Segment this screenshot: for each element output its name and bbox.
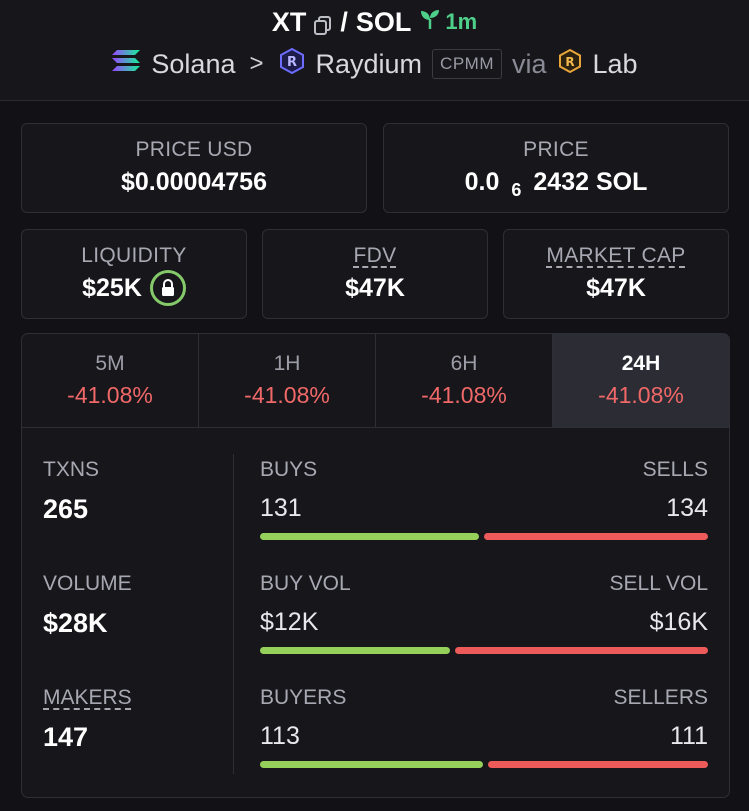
solana-icon [111, 49, 141, 80]
stats-divider [233, 454, 234, 774]
market-cap-card: MARKET CAP $47K [503, 229, 729, 319]
quote-symbol: SOL [355, 6, 412, 37]
buy-vol-label: BUY VOL [260, 572, 351, 595]
launchpad-link[interactable]: Lab [592, 48, 638, 79]
buys-bar [260, 533, 479, 540]
sell-vol-bar [455, 647, 708, 654]
tab-label: 1H [273, 352, 301, 375]
price-usd-card: PRICE USD $0.00004756 [21, 123, 367, 213]
tab-24h[interactable]: 24H -41.08% [553, 334, 729, 427]
tab-label: 6H [450, 352, 478, 375]
buyers-bar [260, 761, 483, 768]
age-label: 1m [445, 9, 478, 34]
chevron-right-icon: > [249, 50, 264, 77]
buy-vol-bar [260, 647, 450, 654]
buy-vol-value: $12K [260, 608, 319, 636]
stats-panel: 5M -41.08% 1H -41.08% 6H -41.08% 24H -41… [21, 333, 730, 798]
price-zero-count: 6 [511, 180, 522, 200]
sells-bar [484, 533, 708, 540]
volume-value: $28K [43, 608, 108, 638]
makers-label[interactable]: MAKERS [43, 686, 132, 709]
tab-1h[interactable]: 1H -41.08% [199, 334, 376, 427]
volume-label: VOLUME [43, 572, 132, 595]
txns-label: TXNS [43, 458, 100, 481]
sell-vol-value: $16K [649, 608, 708, 636]
liquidity-card: LIQUIDITY $25K [21, 229, 247, 319]
market-cap-label[interactable]: MARKET CAP [546, 244, 686, 267]
sellers-bar [488, 761, 708, 768]
price-usd-value: $0.00004756 [121, 168, 267, 196]
price-value: 0.0 6 2432 SOL [464, 168, 648, 200]
sellers-value: 111 [669, 722, 708, 750]
price-card: PRICE 0.0 6 2432 SOL [383, 123, 729, 213]
pair-header: XT / SOL 1m Solana > R Raydium CPMM [0, 0, 749, 101]
pair-slash: / [340, 6, 348, 37]
copy-icon[interactable] [314, 12, 332, 35]
base-symbol: XT [271, 6, 307, 37]
timeframe-tabs: 5M -41.08% 1H -41.08% 6H -41.08% 24H -41… [22, 334, 729, 428]
price-usd-label: PRICE USD [135, 138, 253, 161]
buys-label: BUYS [260, 458, 318, 481]
tab-label: 5M [95, 352, 125, 375]
price-label: PRICE [523, 138, 589, 161]
lock-icon[interactable] [149, 270, 186, 306]
price-prefix: 0.0 [464, 168, 500, 196]
buys-value: 131 [260, 494, 302, 522]
fdv-label[interactable]: FDV [353, 244, 397, 267]
liquidity-value-row: $25K [82, 270, 186, 306]
chain-link[interactable]: Solana [151, 48, 236, 79]
pair-title: XT / SOL 1m [0, 4, 749, 40]
market-cap-value: $47K [586, 274, 646, 302]
tab-label: 24H [621, 352, 661, 375]
sprout-icon [419, 8, 441, 36]
pool-type-badge: CPMM [432, 49, 502, 79]
dex-link[interactable]: Raydium [315, 48, 423, 79]
fdv-card: FDV $47K [262, 229, 488, 319]
txns-value: 265 [43, 494, 89, 524]
tab-5m[interactable]: 5M -41.08% [22, 334, 199, 427]
buyers-label: BUYERS [260, 686, 347, 709]
svg-text:R: R [286, 55, 296, 70]
lab-icon: R [557, 48, 583, 81]
buyers-value: 113 [260, 722, 300, 750]
pair-age: 1m [419, 8, 477, 36]
sells-label: SELLS [642, 458, 708, 481]
liquidity-value: $25K [82, 273, 142, 302]
tab-6h[interactable]: 6H -41.08% [376, 334, 553, 427]
sell-vol-label: SELL VOL [609, 572, 708, 595]
tab-change: -41.08% [421, 382, 507, 408]
price-suffix: 2432 SOL [533, 168, 648, 196]
sells-value: 134 [666, 494, 708, 522]
liquidity-label: LIQUIDITY [81, 244, 187, 267]
tab-change: -41.08% [244, 382, 330, 408]
breadcrumb: Solana > R Raydium CPMM via R Lab [0, 44, 749, 84]
makers-value: 147 [43, 722, 89, 752]
via-text: via [512, 48, 547, 79]
tab-change: -41.08% [67, 382, 153, 408]
fdv-value: $47K [345, 274, 405, 302]
raydium-icon: R [278, 47, 306, 82]
sellers-label: SELLERS [613, 686, 708, 709]
tab-change: -41.08% [598, 382, 684, 408]
svg-text:R: R [565, 55, 574, 69]
